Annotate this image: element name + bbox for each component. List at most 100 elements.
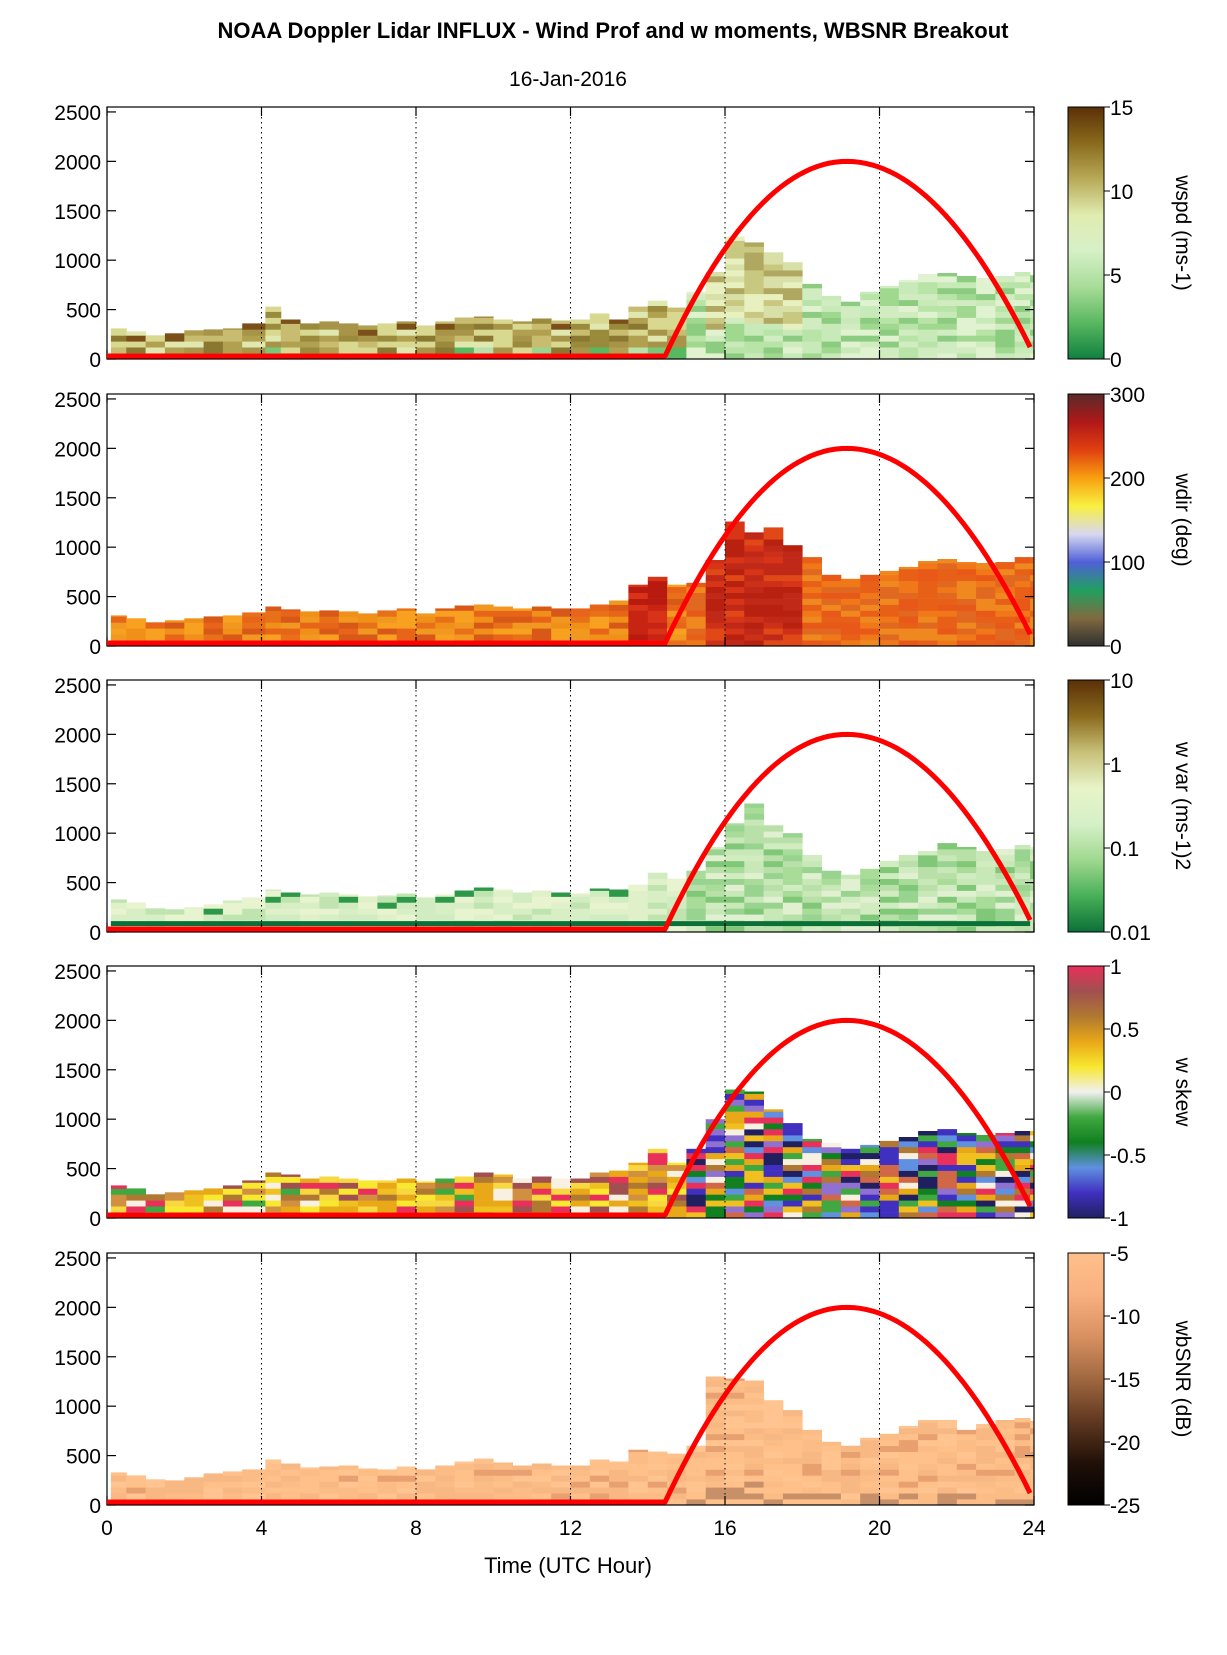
heatmap-cell	[782, 335, 803, 342]
heatmap-cell	[1030, 1182, 1035, 1189]
heatmap-cell	[265, 889, 282, 891]
heatmap-cell	[647, 311, 668, 318]
heatmap-cell	[802, 622, 822, 629]
heatmap-cell	[110, 1487, 127, 1494]
heatmap-cell	[782, 1123, 803, 1130]
heatmap-cell	[628, 628, 649, 635]
heatmap-cell	[898, 902, 919, 909]
heatmap-cell	[802, 1445, 822, 1452]
heatmap-cell	[647, 1188, 668, 1195]
heatmap-cell	[918, 299, 938, 306]
heatmap-cell	[686, 640, 707, 647]
heatmap-cell	[705, 628, 726, 635]
heatmap-cell	[840, 1469, 861, 1476]
heatmap-cell	[725, 246, 745, 253]
heatmap-cell	[300, 896, 320, 903]
heatmap-cell	[995, 1457, 1016, 1464]
heatmap-cell	[126, 914, 146, 921]
heatmap-cell	[937, 1170, 958, 1177]
heatmap-cell	[705, 860, 726, 868]
heatmap-cell	[976, 281, 996, 289]
heatmap-cell	[918, 305, 938, 312]
heatmap-cell	[609, 1469, 629, 1476]
heatmap-cell	[956, 1493, 977, 1500]
heatmap-cell	[725, 1135, 745, 1142]
heatmap-cell	[589, 888, 610, 891]
heatmap-cell	[782, 616, 803, 623]
heatmap-cell	[821, 634, 842, 641]
heatmap-cell	[377, 908, 398, 915]
heatmap-cell	[338, 1188, 359, 1195]
heatmap-cell	[782, 890, 803, 897]
heatmap-cell	[937, 610, 958, 617]
heatmap-cell	[918, 1182, 938, 1189]
heatmap-cell	[763, 293, 784, 301]
heatmap-cell	[512, 616, 533, 623]
heatmap-cell	[956, 1487, 977, 1494]
heatmap-cell	[628, 1188, 649, 1195]
heatmap-cell	[744, 293, 764, 301]
heatmap-cell	[763, 634, 784, 641]
heatmap-cell	[628, 1164, 649, 1171]
y-tick-label: 1000	[54, 250, 101, 273]
heatmap-cell	[396, 1493, 417, 1500]
heatmap-cell	[647, 347, 668, 354]
heatmap-cell	[725, 1433, 745, 1441]
heatmap-cell	[1030, 1146, 1035, 1154]
heatmap-cell	[725, 1457, 745, 1464]
heatmap-cell	[454, 1463, 475, 1470]
heatmap-cell	[840, 884, 861, 891]
heatmap-cell	[860, 1499, 880, 1506]
heatmap-cell	[551, 1200, 571, 1207]
heatmap-cell	[1014, 1493, 1031, 1500]
heatmap-cell	[937, 914, 958, 921]
heatmap-cell	[628, 1170, 649, 1177]
heatmap-cell	[725, 1188, 745, 1195]
heatmap-cell	[840, 353, 861, 360]
heatmap-cell	[377, 323, 398, 330]
heatmap-cell	[493, 1174, 513, 1177]
heatmap-cell	[995, 1170, 1016, 1177]
heatmap-cell	[860, 868, 880, 874]
heatmap-cell	[319, 1194, 340, 1201]
heatmap-cell	[860, 341, 880, 348]
heatmap-cell	[473, 1475, 494, 1482]
heatmap-cell	[898, 311, 919, 318]
heatmap-cell	[744, 1487, 764, 1494]
heatmap-cell	[918, 317, 938, 324]
colorbar-tick-label: 0.1	[1110, 838, 1139, 861]
heatmap-cell	[802, 1451, 822, 1458]
heatmap-cell	[898, 586, 919, 593]
heatmap-cell	[1030, 1158, 1035, 1165]
heatmap-cell	[667, 1170, 687, 1177]
heatmap-cell	[898, 281, 919, 289]
heatmap-cell	[265, 606, 282, 611]
heatmap-cell	[956, 890, 977, 897]
heatmap-cell	[763, 335, 784, 342]
heatmap-cell	[802, 1433, 822, 1441]
heatmap-cell	[802, 902, 822, 909]
heatmap-cell	[609, 1463, 629, 1470]
heatmap-cell	[995, 311, 1016, 318]
y-tick-label: 2500	[54, 102, 101, 125]
heatmap-cell	[551, 1481, 571, 1488]
heatmap-cell	[860, 872, 880, 879]
heatmap-cell	[705, 616, 726, 623]
heatmap-cell	[265, 306, 282, 312]
heatmap-cell	[300, 1469, 320, 1476]
heatmap-cell	[918, 311, 938, 318]
heatmap-cell	[454, 335, 475, 342]
heatmap-cell	[203, 329, 224, 336]
heatmap-cell	[416, 1493, 436, 1500]
heatmap-cell	[937, 341, 958, 348]
heatmap-cell	[976, 586, 996, 593]
heatmap-cell	[898, 610, 919, 617]
heatmap-cell	[782, 926, 803, 933]
heatmap-cell	[222, 1200, 243, 1207]
heatmap-cell	[705, 1416, 726, 1423]
heatmap-cell	[782, 604, 803, 611]
heatmap-cell	[879, 329, 900, 336]
heatmap-cell	[725, 1392, 745, 1399]
heatmap-cell	[725, 610, 745, 617]
y-tick-label: 2500	[54, 389, 101, 412]
